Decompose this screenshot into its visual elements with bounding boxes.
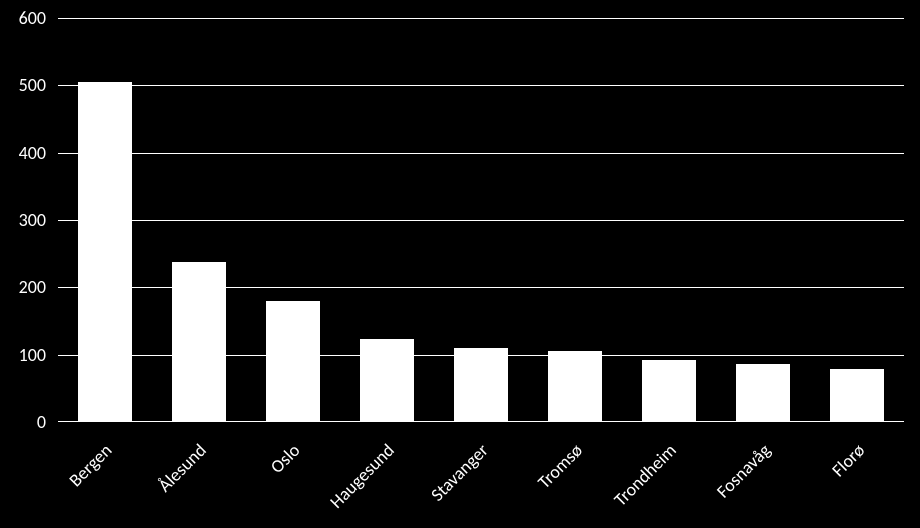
y-tick-label: 200 bbox=[0, 276, 46, 298]
x-tick-label: Oslo bbox=[266, 439, 305, 478]
bar bbox=[266, 301, 321, 422]
bar bbox=[172, 262, 227, 422]
bar bbox=[736, 364, 791, 422]
y-tick-label: 600 bbox=[0, 7, 46, 29]
bar bbox=[830, 369, 885, 422]
gridline bbox=[58, 18, 904, 19]
gridline bbox=[58, 220, 904, 221]
y-tick-label: 500 bbox=[0, 74, 46, 96]
x-tick-label: Stavanger bbox=[426, 439, 492, 505]
plot-area: 0100200300400500600BergenÅlesundOsloHaug… bbox=[58, 18, 904, 422]
bar bbox=[78, 82, 133, 422]
bar bbox=[548, 351, 603, 422]
bar bbox=[454, 348, 509, 422]
x-tick-label: Florø bbox=[827, 439, 869, 481]
gridline bbox=[58, 85, 904, 86]
y-tick-label: 300 bbox=[0, 209, 46, 231]
x-tick-label: Ålesund bbox=[154, 439, 211, 496]
x-tick-label: Fosnavåg bbox=[712, 439, 775, 502]
bar bbox=[642, 360, 697, 422]
gridline bbox=[58, 153, 904, 154]
bar bbox=[360, 339, 415, 422]
x-tick-label: Bergen bbox=[65, 439, 117, 491]
y-tick-label: 100 bbox=[0, 344, 46, 366]
x-tick-label: Trondheim bbox=[609, 439, 680, 510]
x-tick-label: Tromsø bbox=[533, 439, 587, 493]
bar-chart: 0 100 200 300 400 500 600 Bergen Ålesund Oslo Haug… bbox=[0, 0, 920, 528]
y-tick-label: 400 bbox=[0, 142, 46, 164]
x-tick-label: Haugesund bbox=[325, 439, 399, 513]
y-tick-label: 0 bbox=[0, 411, 46, 433]
